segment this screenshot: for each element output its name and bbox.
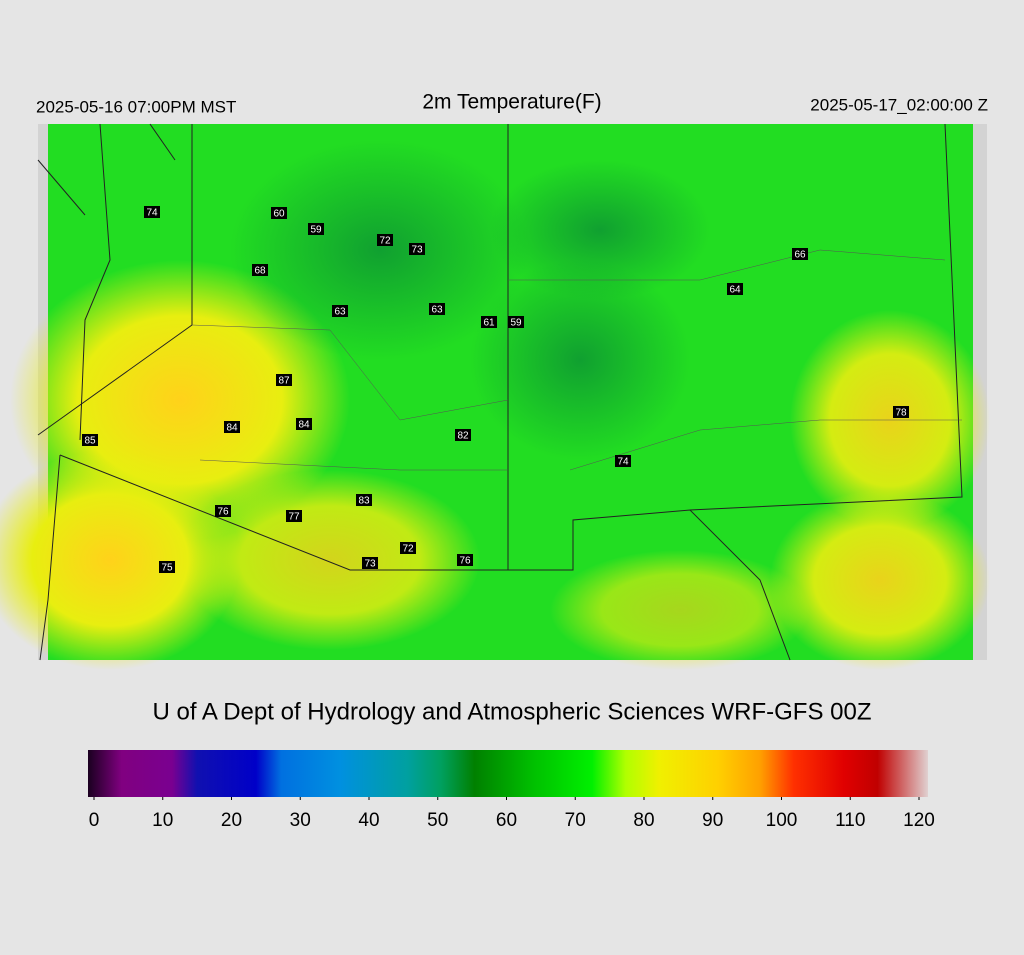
colorbar-tick-label: 60 xyxy=(496,810,517,831)
station-box xyxy=(252,264,268,276)
station-box xyxy=(276,374,292,386)
map-title: 2m Temperature(F) xyxy=(422,91,601,114)
station-box xyxy=(224,421,240,433)
station-box xyxy=(144,206,160,218)
colorbar-tick-label: 100 xyxy=(766,810,798,831)
station-box xyxy=(82,434,98,446)
station-box xyxy=(159,561,175,573)
station-value: 74 xyxy=(146,208,158,219)
station-box xyxy=(457,554,473,566)
colorbar-tick-label: 50 xyxy=(427,810,448,831)
map xyxy=(0,123,990,670)
station-box xyxy=(286,510,302,522)
colorbar-tick-label: 30 xyxy=(290,810,311,831)
station-value: 73 xyxy=(411,245,423,256)
station-value: 63 xyxy=(334,307,346,318)
station-value: 72 xyxy=(379,236,391,247)
station-value: 68 xyxy=(254,266,266,277)
station-box xyxy=(455,429,471,441)
station-box xyxy=(400,542,416,554)
credit: U of A Dept of Hydrology and Atmospheric… xyxy=(153,698,872,725)
station-value: 87 xyxy=(278,376,290,387)
colorbar-tick-label: 40 xyxy=(358,810,379,831)
colorbar-tick-label: 80 xyxy=(633,810,654,831)
colorbar-tick-label: 90 xyxy=(702,810,723,831)
station-value: 85 xyxy=(84,436,96,447)
station-value: 76 xyxy=(217,507,229,518)
station-value: 61 xyxy=(483,318,495,329)
station-value: 73 xyxy=(364,559,376,570)
colorbar-tick-label: 20 xyxy=(221,810,242,831)
station-box xyxy=(481,316,497,328)
station-box xyxy=(615,455,631,467)
station-value: 59 xyxy=(510,318,522,329)
colorbar-tick-label: 10 xyxy=(152,810,173,831)
station-box xyxy=(215,505,231,517)
colorbar-tick-label: 120 xyxy=(903,810,935,831)
station-value: 74 xyxy=(617,457,629,468)
colorbar-tick-label: 0 xyxy=(89,810,100,831)
station-box xyxy=(356,494,372,506)
station-labels: 74 60 59 72 73 68 63 63 61 59 66 64 87 84 84 85 82 74 78 83… xyxy=(82,206,909,574)
station-value: 82 xyxy=(457,431,469,442)
colorbar-tick-label: 70 xyxy=(565,810,586,831)
station-value: 83 xyxy=(358,496,370,507)
station-value: 72 xyxy=(402,544,414,555)
station-box xyxy=(332,305,348,317)
station-value: 78 xyxy=(895,408,907,419)
station-value: 60 xyxy=(273,209,285,220)
station-box xyxy=(271,207,287,219)
station-box xyxy=(308,223,324,235)
station-box xyxy=(792,248,808,260)
station-box xyxy=(727,283,743,295)
station-value: 59 xyxy=(310,225,322,236)
station-value: 63 xyxy=(431,305,443,316)
station-box xyxy=(429,303,445,315)
station-value: 66 xyxy=(794,250,806,261)
station-box xyxy=(362,557,378,569)
valid-utc: 2025-05-17_02:00:00 Z xyxy=(810,95,988,114)
colorbar-ticks: 0 10 20 30 40 50 60 70 80 90 100 110 120 xyxy=(89,797,935,831)
colorbar-tick-label: 110 xyxy=(835,810,865,831)
station-value: 75 xyxy=(161,563,173,574)
station-value: 84 xyxy=(226,423,238,434)
station-value: 77 xyxy=(288,512,300,523)
station-value: 84 xyxy=(298,420,310,431)
station-box xyxy=(377,234,393,246)
station-value: 76 xyxy=(459,556,471,567)
station-box xyxy=(409,243,425,255)
station-box xyxy=(508,316,524,328)
valid-local: 2025-05-16 07:00PM MST xyxy=(36,97,236,116)
station-value: 64 xyxy=(729,285,741,296)
station-box xyxy=(296,418,312,430)
station-box xyxy=(893,406,909,418)
colorbar xyxy=(88,750,928,797)
